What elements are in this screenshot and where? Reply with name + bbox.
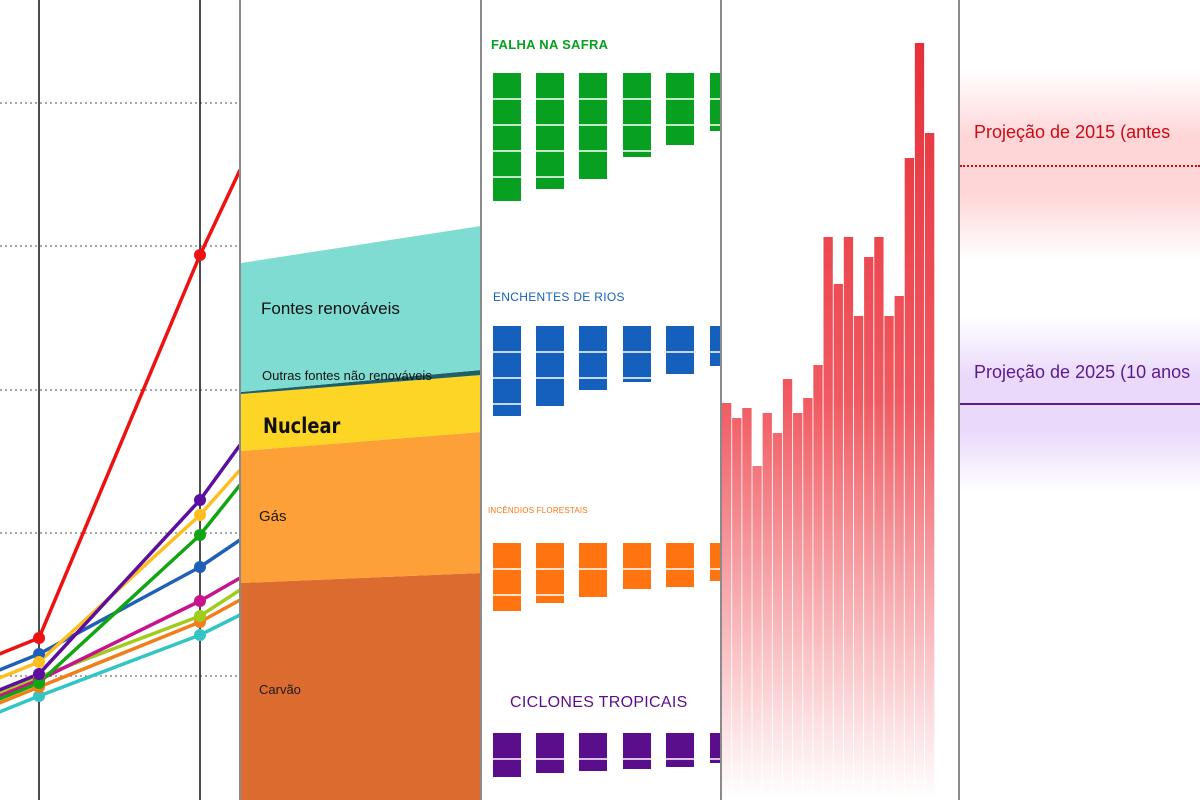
series-point <box>194 595 206 607</box>
panel-divider <box>480 0 482 800</box>
temperature-bar <box>782 379 793 800</box>
impact-group-label: INCÊNDIOS FLORESTAIS <box>488 506 588 515</box>
area-layer-label: Nuclear <box>263 414 341 438</box>
impact-bar <box>493 73 521 201</box>
area-layer <box>241 573 481 800</box>
area-panel: Carvão Gás Nuclear Outras fontes não renová… <box>241 0 481 800</box>
temperature-bar <box>833 284 843 800</box>
temperature-bar <box>874 237 884 800</box>
impact-bar <box>536 733 564 773</box>
impact-bar <box>579 733 607 771</box>
temperature-bar <box>722 403 732 800</box>
series-line <box>0 598 240 705</box>
series-point <box>194 629 206 641</box>
series-point <box>33 677 45 689</box>
series-line <box>0 483 240 701</box>
series-point <box>194 561 206 573</box>
impact-group-label: FALHA NA SAFRA <box>491 37 609 52</box>
temperature-bar <box>904 158 914 800</box>
series-line <box>0 443 240 692</box>
impact-bar <box>493 543 521 611</box>
area-layer-label: Fontes renováveis <box>261 299 400 318</box>
impact-bar <box>623 326 651 382</box>
impact-bar <box>536 326 564 406</box>
impact-bar <box>623 733 651 769</box>
impact-bar <box>579 543 607 597</box>
temperature-bar <box>894 296 904 800</box>
area-layer-label: Outras fontes não renováveis <box>262 368 432 383</box>
area-layer <box>241 370 481 394</box>
projection-label: Projeção de 2015 (antes <box>974 122 1171 142</box>
area-layer-label: Gás <box>259 508 287 525</box>
impact-bar <box>666 326 694 374</box>
impact-bar <box>493 326 521 416</box>
temperature-bar <box>793 413 803 800</box>
panel-divider <box>958 0 960 800</box>
impact-bar <box>579 73 607 179</box>
temperature-bar <box>864 257 874 800</box>
impact-bar <box>710 73 720 131</box>
temperature-bar <box>742 408 752 800</box>
series-line <box>0 588 240 695</box>
temperature-bar <box>853 316 864 800</box>
series-point <box>194 249 206 261</box>
projection-line <box>960 165 1200 167</box>
projection-label: Projeção de 2025 (10 anos <box>974 362 1191 382</box>
impact-bar <box>710 326 720 366</box>
temperature-bar <box>762 413 772 800</box>
series-point <box>194 610 206 622</box>
impact-bar <box>623 543 651 589</box>
series-line <box>0 576 240 698</box>
line-panel <box>0 0 240 800</box>
temperature-bar-chart <box>722 43 935 800</box>
temperature-bar <box>813 365 823 800</box>
series-point <box>33 656 45 668</box>
area-chart <box>241 226 481 800</box>
impact-bar <box>666 733 694 767</box>
impact-bar-chart <box>493 73 720 777</box>
temperature-bar <box>884 316 894 800</box>
temperature-bar <box>803 398 813 800</box>
area-layer-label: Carvão <box>259 682 301 697</box>
temperature-bar <box>772 433 783 800</box>
series-point <box>194 494 206 506</box>
panel-divider <box>239 0 241 800</box>
series-point <box>33 632 45 644</box>
impact-bar <box>579 326 607 390</box>
area-layer <box>241 226 481 392</box>
series-point <box>33 690 45 702</box>
series-line <box>0 169 240 656</box>
series-point <box>194 529 206 541</box>
impact-group-label: CICLONES TROPICAIS <box>510 694 688 711</box>
temperature-bar <box>732 418 742 800</box>
area-layer <box>241 432 481 583</box>
impact-group-label: ENCHENTES DE RIOS <box>493 290 625 304</box>
impact-bar <box>666 543 694 587</box>
temperature-bar <box>823 237 833 800</box>
impact-panel: FALHA NA SAFRA ENCHENTES DE RIOS INCÊNDIOS… <box>482 0 720 800</box>
impact-bar <box>710 543 720 581</box>
impact-bar <box>536 543 564 603</box>
impact-bar <box>666 73 694 145</box>
impact-bar <box>493 733 521 777</box>
temperature-bar <box>925 133 935 800</box>
projection-panel: Projeção de 2015 (antes Projeção de 2025 … <box>960 0 1200 800</box>
series-point <box>194 509 206 521</box>
temperature-bar <box>914 43 925 800</box>
temperature-panel <box>722 0 958 800</box>
area-layer <box>241 375 481 451</box>
impact-bar <box>623 73 651 157</box>
line-chart <box>0 0 240 800</box>
impact-bar <box>536 73 564 189</box>
panel-divider <box>720 0 722 800</box>
series-line <box>0 613 240 714</box>
temperature-bar <box>843 237 854 800</box>
temperature-bar <box>752 466 762 800</box>
projection-line <box>960 403 1200 405</box>
impact-bar <box>710 733 720 763</box>
series-point <box>33 668 45 680</box>
